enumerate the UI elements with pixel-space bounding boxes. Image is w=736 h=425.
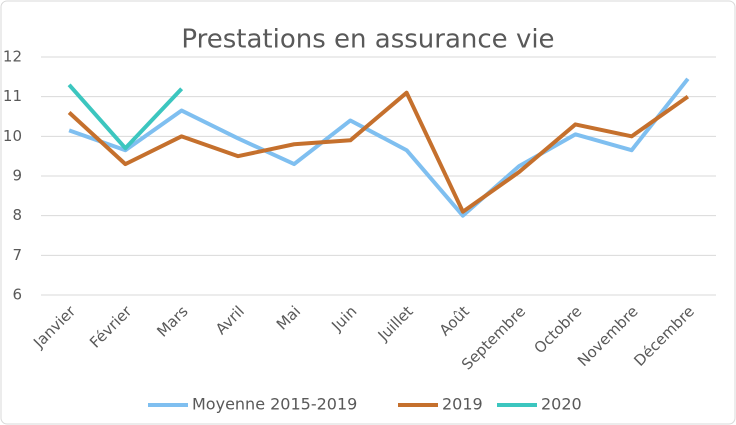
legend-label: 2019 — [442, 395, 483, 414]
y-tick-label: 7 — [12, 246, 22, 264]
series-line — [67, 90, 690, 214]
series-line — [67, 83, 184, 151]
chart-title: Prestations en assurance vie — [181, 25, 554, 55]
y-tick-label: 8 — [12, 206, 22, 224]
y-tick-label: 12 — [3, 48, 22, 66]
legend-label: Moyenne 2015-2019 — [192, 395, 357, 414]
y-tick-label: 10 — [3, 127, 22, 145]
y-tick-label: 9 — [12, 167, 22, 185]
y-tick-label: 6 — [12, 286, 22, 304]
legend-label: 2020 — [541, 395, 582, 414]
y-tick-label: 11 — [3, 87, 22, 105]
series-line — [68, 77, 690, 218]
